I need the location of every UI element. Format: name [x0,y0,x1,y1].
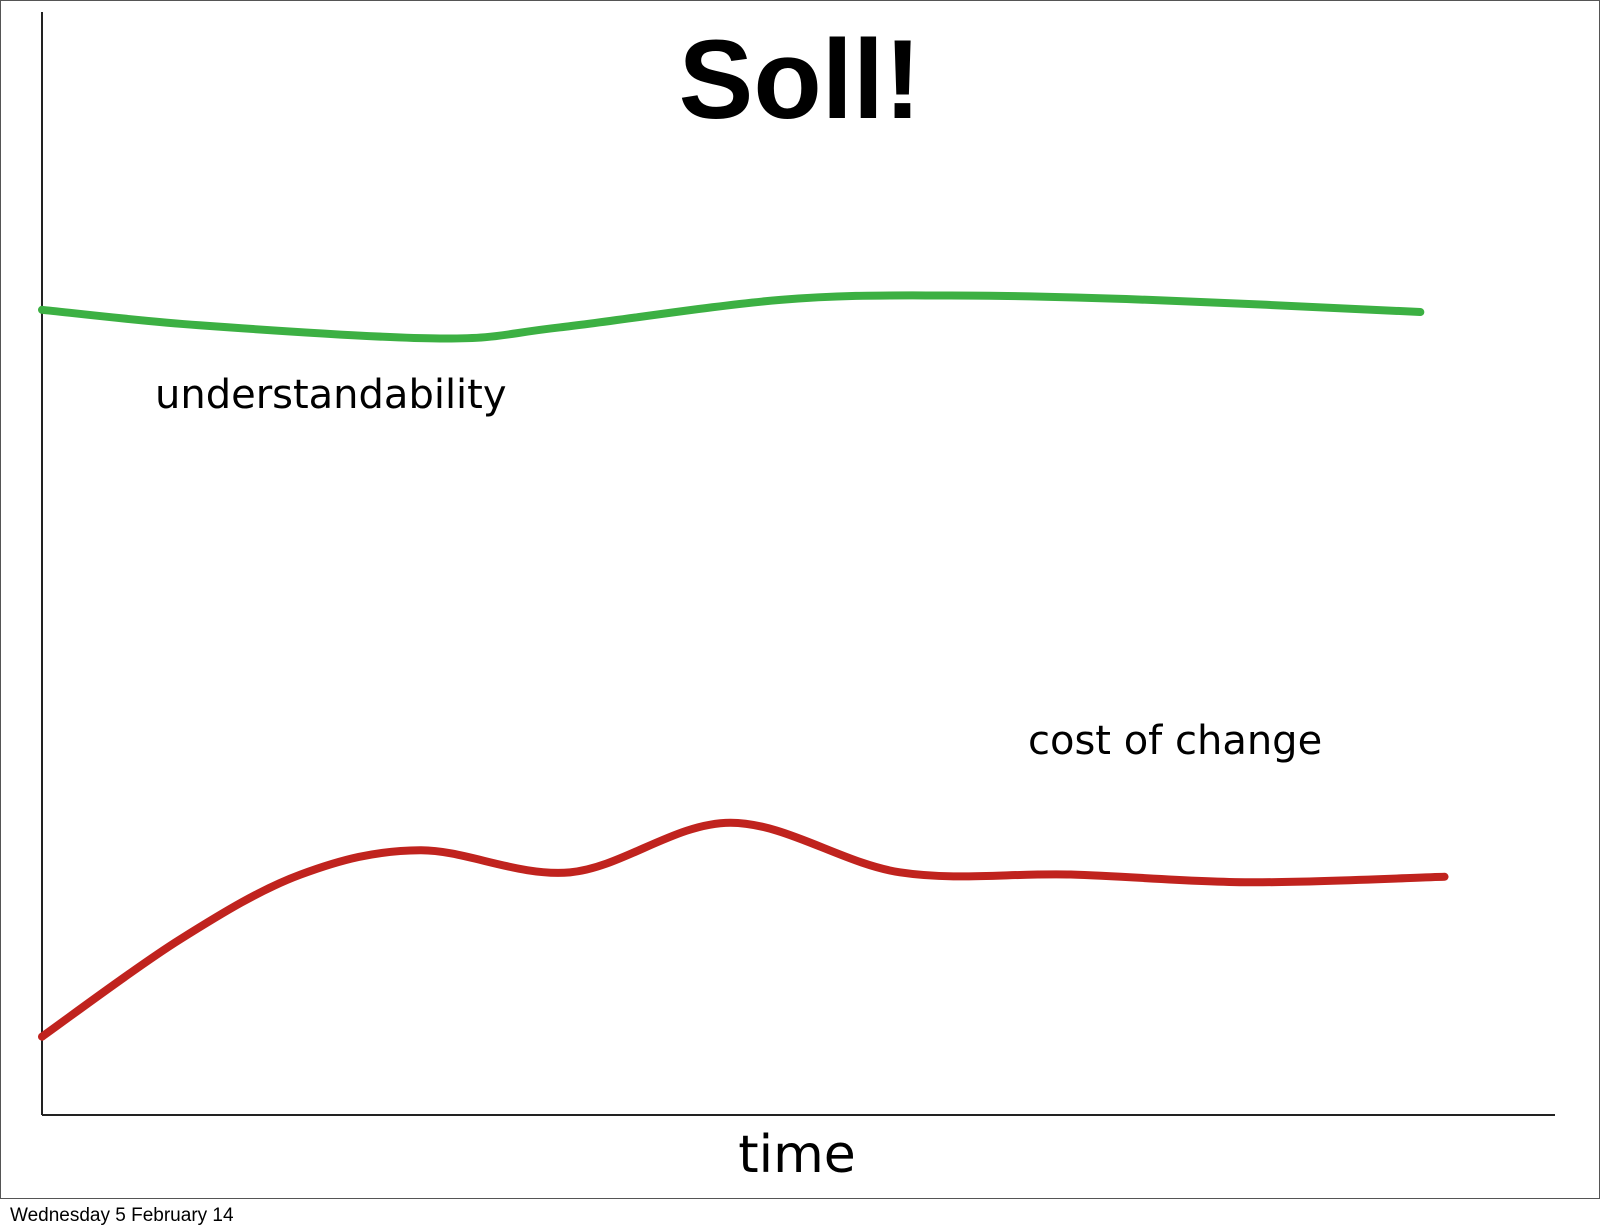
series-label: cost of change [1028,718,1322,764]
series-line [38,818,1449,1041]
chart-title: Soll! [679,17,922,142]
slide-frame [0,0,1600,1199]
x-axis-label: time [738,1125,855,1185]
footer: Wednesday 5 February 14 [10,1205,234,1226]
series-label: understandability [155,372,507,418]
series-line [38,291,1425,343]
